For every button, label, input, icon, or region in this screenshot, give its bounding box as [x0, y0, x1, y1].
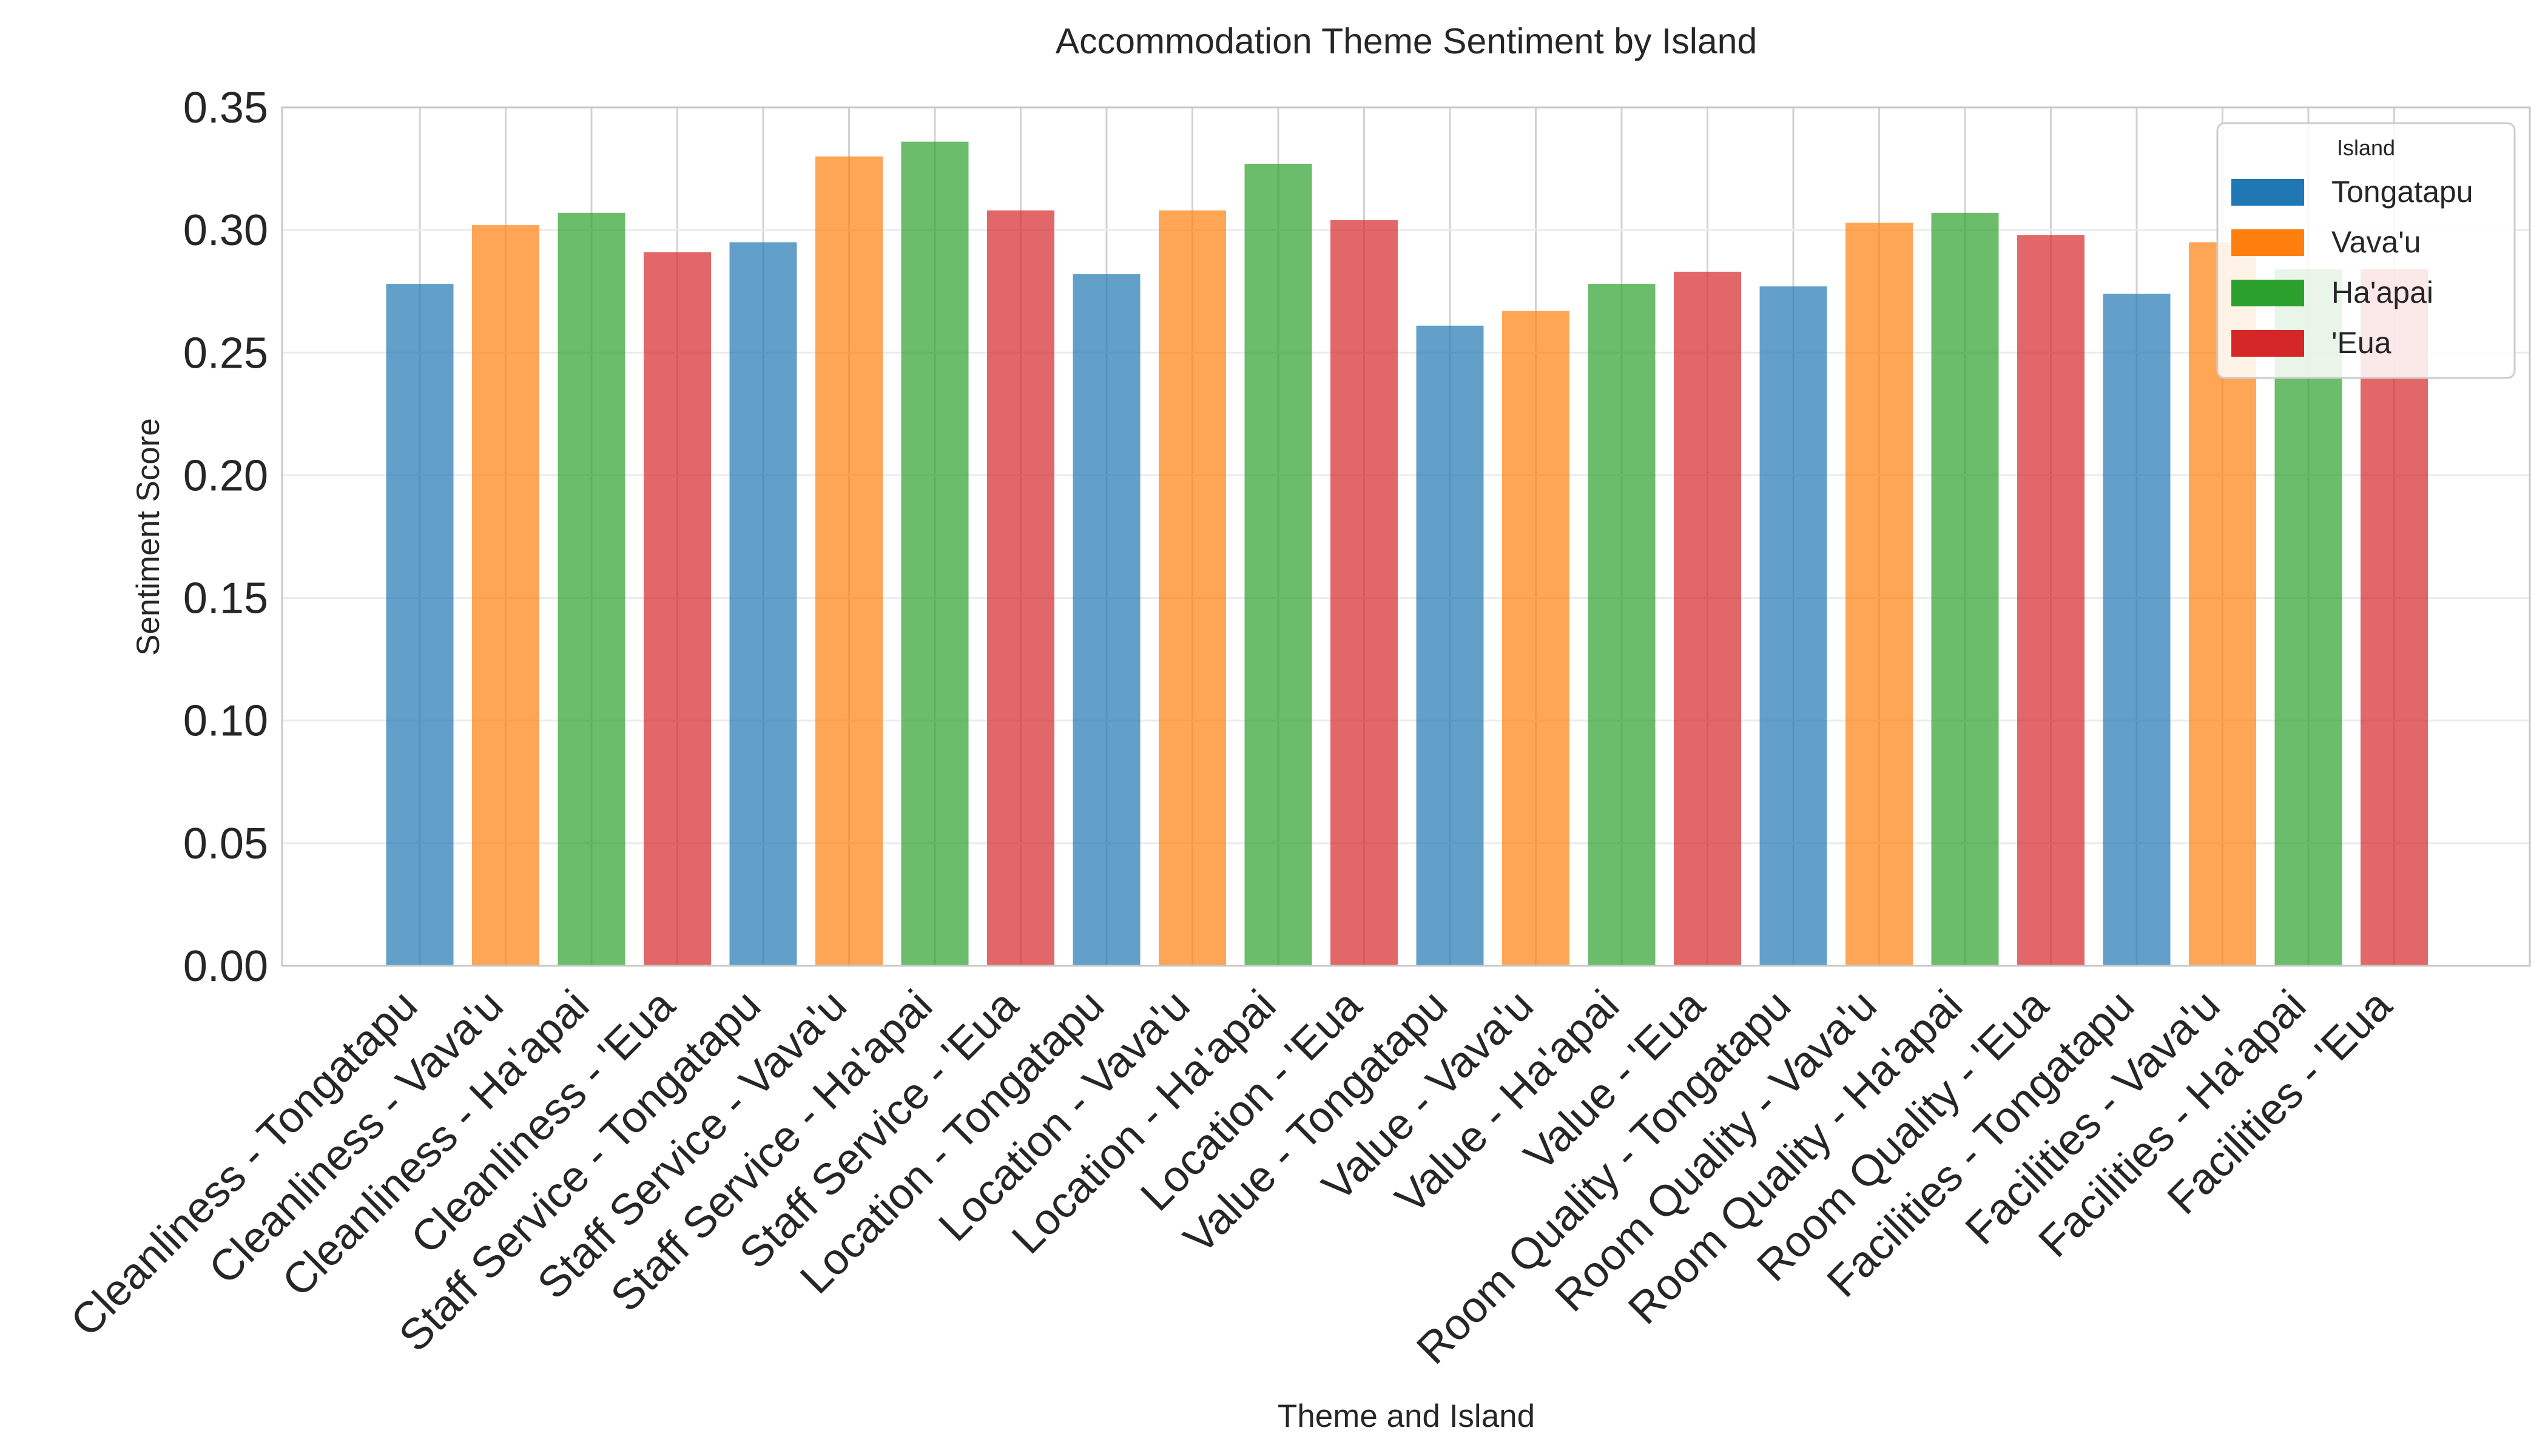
- bar: [815, 156, 883, 966]
- plot-frame: [281, 106, 2531, 967]
- bar: [1502, 311, 1569, 966]
- bar: [1845, 223, 1913, 966]
- bar: [1759, 286, 1827, 966]
- legend-swatch: [2231, 280, 2304, 306]
- bar: [901, 141, 969, 966]
- bars: [386, 141, 2428, 966]
- y-tick-label: 0.30: [183, 206, 268, 255]
- bar: [386, 284, 454, 966]
- legend-swatch: [2231, 330, 2304, 357]
- bar: [1330, 220, 1398, 966]
- bar: [2361, 269, 2428, 966]
- bar: [1416, 325, 1484, 966]
- y-axis-label: Sentiment Score: [130, 418, 166, 656]
- bar: [1159, 210, 1226, 966]
- legend-label: 'Eua: [2331, 326, 2391, 360]
- legend-label: Vava'u: [2331, 225, 2421, 259]
- legend-label: Ha'apai: [2331, 275, 2433, 309]
- bar: [1588, 284, 1656, 966]
- bar: [1244, 163, 1312, 966]
- y-tick-label: 0.15: [183, 575, 268, 623]
- bar: [472, 225, 539, 966]
- bar: [2274, 269, 2342, 966]
- bar: [2103, 294, 2171, 966]
- legend-title: Island: [2337, 135, 2395, 160]
- y-tick-label: 0.10: [183, 697, 268, 746]
- legend-swatch: [2231, 179, 2304, 206]
- legend-swatch: [2231, 229, 2304, 256]
- legend-label: Tongatapu: [2331, 175, 2473, 209]
- bar: [729, 242, 797, 966]
- legend: Island Tongatapu Vava'u Ha'apai 'Eua: [2216, 122, 2516, 379]
- y-tick-label: 0.35: [183, 84, 268, 132]
- bar: [1674, 271, 1741, 966]
- bar: [1073, 274, 1141, 966]
- y-tick-labels: 0.00 0.05 0.10 0.15 0.20 0.25 0.30 0.35: [183, 84, 268, 991]
- bar: [558, 212, 625, 966]
- y-tick-label: 0.00: [183, 942, 268, 991]
- y-tick-label: 0.20: [183, 451, 268, 500]
- y-tick-label: 0.25: [183, 329, 268, 377]
- x-axis-label: Theme and Island: [1278, 1398, 1535, 1434]
- bar: [644, 252, 711, 966]
- y-tick-label: 0.05: [183, 820, 268, 868]
- bar: [2017, 235, 2085, 966]
- bar: [987, 210, 1054, 966]
- chart-title: Accommodation Theme Sentiment by Island: [1056, 21, 1758, 61]
- bar: [1931, 212, 1999, 966]
